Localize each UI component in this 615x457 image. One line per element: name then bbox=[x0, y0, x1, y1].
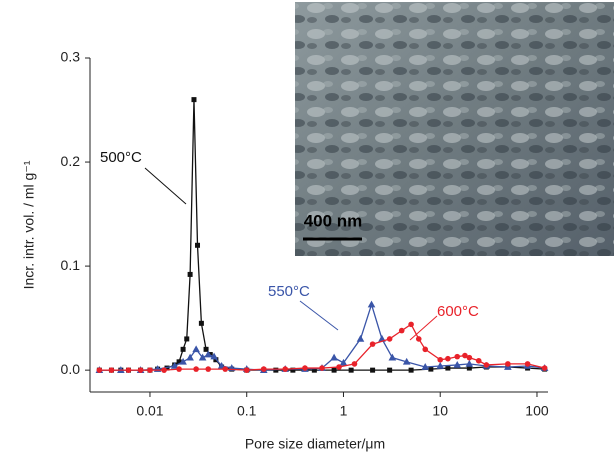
y-tick-label: 0.1 bbox=[61, 257, 81, 273]
marker bbox=[357, 335, 365, 342]
marker bbox=[467, 355, 473, 361]
marker bbox=[370, 368, 375, 373]
marker bbox=[416, 336, 422, 342]
chart: 400 nm Pore size diameter/μm Incr. intr.… bbox=[0, 0, 615, 457]
series-label: 600°C bbox=[437, 303, 479, 320]
marker bbox=[282, 366, 288, 372]
marker bbox=[302, 365, 308, 371]
marker bbox=[192, 345, 200, 352]
marker bbox=[205, 366, 211, 372]
label-leader bbox=[410, 316, 437, 340]
series-label: 500°C bbox=[100, 149, 142, 166]
marker bbox=[368, 301, 376, 308]
x-tick-label: 100 bbox=[525, 403, 549, 419]
marker bbox=[476, 358, 482, 364]
marker bbox=[409, 368, 414, 373]
y-axis-label: Incr. intr. vol. / ml g⁻¹ bbox=[21, 160, 37, 289]
marker bbox=[184, 336, 189, 341]
marker bbox=[399, 328, 405, 334]
marker bbox=[422, 347, 428, 353]
marker bbox=[222, 366, 228, 372]
scale-bar-label: 400 nm bbox=[304, 211, 363, 230]
marker bbox=[387, 336, 393, 342]
marker bbox=[97, 367, 103, 373]
marker bbox=[188, 272, 193, 277]
marker bbox=[437, 357, 443, 363]
marker bbox=[454, 354, 460, 360]
marker bbox=[191, 97, 196, 102]
marker bbox=[370, 341, 376, 347]
series-label: 550°C bbox=[268, 283, 310, 300]
marker bbox=[161, 367, 167, 373]
marker bbox=[147, 367, 153, 373]
x-tick-label: 10 bbox=[432, 403, 448, 419]
marker bbox=[330, 354, 338, 361]
marker bbox=[193, 366, 199, 372]
marker bbox=[332, 368, 337, 373]
marker bbox=[445, 366, 450, 371]
marker bbox=[244, 367, 250, 373]
marker bbox=[199, 321, 204, 326]
marker bbox=[204, 347, 209, 352]
x-tick-label: 0.01 bbox=[136, 403, 163, 419]
x-tick-label: 0.1 bbox=[237, 403, 257, 419]
marker bbox=[505, 361, 511, 367]
label-leader bbox=[300, 301, 338, 330]
marker bbox=[389, 354, 397, 361]
y-tick-label: 0.2 bbox=[61, 153, 81, 169]
marker bbox=[261, 366, 267, 372]
x-axis-label: Pore size diameter/μm bbox=[245, 436, 385, 452]
marker bbox=[109, 367, 115, 373]
marker bbox=[336, 364, 342, 370]
marker bbox=[181, 347, 186, 352]
marker bbox=[542, 365, 548, 371]
marker bbox=[484, 362, 490, 368]
marker bbox=[126, 367, 132, 373]
marker bbox=[445, 356, 451, 362]
marker bbox=[352, 361, 358, 367]
x-tick-label: 1 bbox=[340, 403, 348, 419]
label-leader bbox=[145, 168, 186, 204]
marker bbox=[387, 368, 392, 373]
marker bbox=[138, 367, 144, 373]
marker bbox=[176, 366, 182, 372]
marker bbox=[525, 361, 531, 367]
marker bbox=[466, 360, 474, 367]
marker bbox=[349, 368, 354, 373]
y-tick-label: 0.0 bbox=[61, 361, 81, 377]
y-tick-label: 0.3 bbox=[61, 49, 81, 65]
marker bbox=[195, 243, 200, 248]
marker bbox=[408, 322, 414, 328]
marker bbox=[319, 365, 325, 371]
sem-inset: 400 nm bbox=[295, 2, 614, 256]
